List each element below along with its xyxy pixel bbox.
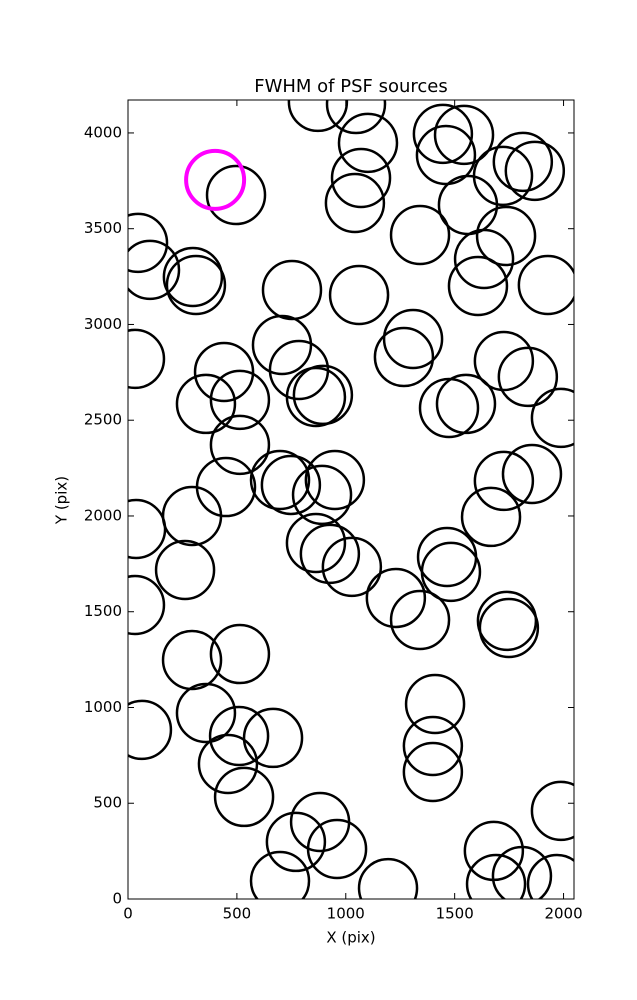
source-marker (162, 246, 224, 308)
y-tick-label: 4000 (84, 123, 122, 141)
source-marker (433, 104, 495, 166)
source-marker (412, 103, 474, 165)
y-tick-label: 3500 (84, 219, 122, 237)
source-marker (447, 255, 509, 317)
x-tick-label: 1500 (436, 905, 474, 923)
source-marker (365, 567, 427, 629)
source-marker (161, 629, 223, 691)
source-marker (128, 328, 166, 390)
source-marker (357, 857, 419, 899)
source-marker (128, 239, 181, 301)
source-marker (478, 597, 540, 659)
source-marker (128, 699, 173, 761)
source-marker (389, 204, 451, 266)
source-marker (285, 512, 347, 574)
source-marker (213, 766, 275, 828)
source-marker (128, 574, 166, 636)
source-marker (324, 172, 386, 234)
chart-title: FWHM of PSF sources (254, 76, 448, 97)
source-marker (209, 623, 271, 685)
y-tick-label: 2000 (84, 506, 122, 524)
y-axis-label: Y (pix) (53, 476, 71, 525)
source-marker (337, 112, 399, 174)
source-marker (260, 454, 322, 516)
source-marker (291, 464, 353, 526)
source-marker (465, 853, 527, 899)
axes: 0 500 1000 1500 2000 0 500 1000 1500 2000 2500 3000… (84, 100, 583, 923)
source-marker (265, 811, 327, 873)
source-marker (287, 100, 349, 133)
source-marker (249, 449, 311, 511)
source-marker (435, 373, 497, 435)
plot-frame (127, 99, 575, 900)
x-axis-label: X (pix) (326, 929, 375, 947)
source-marker (208, 705, 270, 767)
y-tick-label: 1000 (84, 698, 122, 716)
source-marker (292, 364, 354, 426)
source-marker (321, 536, 383, 598)
source-marker (128, 212, 169, 274)
source-marker (402, 741, 464, 803)
source-marker (526, 853, 574, 899)
source-marker (382, 308, 444, 370)
source-marker (404, 673, 466, 735)
source-marker (389, 589, 451, 651)
y-tick-label: 0 (112, 890, 122, 908)
source-marker (209, 414, 271, 476)
source-marker (197, 733, 259, 795)
source-marker (460, 486, 522, 548)
source-marker (530, 780, 574, 842)
source-marker (420, 541, 482, 603)
source-marker (193, 341, 255, 403)
source-marker (453, 228, 515, 290)
source-marker (504, 140, 566, 202)
source-marker (325, 100, 387, 135)
y-tick-label: 500 (93, 794, 122, 812)
source-marker (373, 326, 435, 388)
source-marker (175, 682, 237, 744)
y-tick-label: 3000 (84, 315, 122, 333)
source-marker (501, 443, 563, 505)
source-marker (473, 330, 535, 392)
source-marker (402, 715, 464, 777)
source-marker (249, 850, 311, 899)
source-marker (517, 254, 574, 316)
highlight-marker (184, 148, 247, 211)
source-marker (165, 254, 227, 316)
y-tick-label: 1500 (84, 602, 122, 620)
source-marker (415, 124, 477, 186)
x-tick-label: 500 (223, 905, 252, 923)
source-marker (473, 450, 535, 512)
source-marker (128, 498, 167, 560)
source-marker (175, 373, 237, 435)
source-marker (330, 147, 392, 209)
source-marker (261, 259, 323, 321)
source-marker (205, 164, 267, 226)
source-marker (299, 523, 361, 585)
source-marker (209, 369, 271, 431)
source-marker (492, 131, 554, 193)
x-tick-label: 2000 (544, 905, 582, 923)
source-marker (154, 539, 216, 601)
source-marker (530, 387, 574, 449)
source-marker (497, 346, 559, 408)
y-tick-label: 2500 (84, 411, 122, 429)
source-marker (306, 818, 368, 880)
source-marker (328, 264, 390, 326)
x-tick-label: 0 (123, 905, 133, 923)
plot-area (128, 100, 574, 899)
source-marker (251, 314, 313, 376)
source-marker (285, 366, 347, 428)
source-marker (491, 845, 553, 899)
source-marker (475, 205, 537, 267)
source-marker (304, 449, 366, 511)
source-marker (242, 707, 304, 769)
x-tick-label: 1000 (327, 905, 365, 923)
